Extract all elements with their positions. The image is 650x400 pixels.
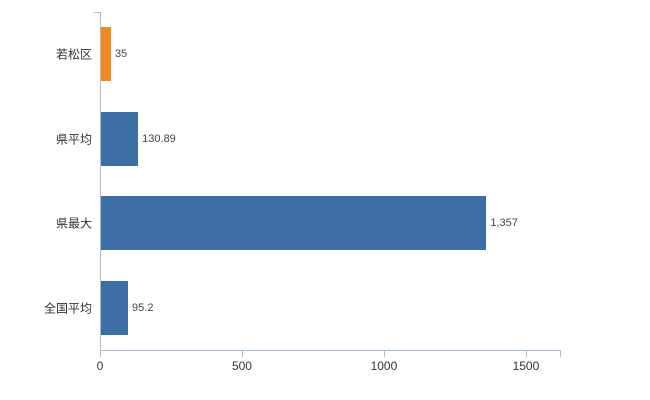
x-axis-tick-3 [383,351,385,357]
x-axis-end-tick [560,351,561,357]
x-tick-label-2: 500 [231,359,252,373]
category-label-3: 県最大 [55,216,92,231]
bar-1 [101,27,111,82]
x-axis-tick-4 [525,351,527,357]
plot-area [100,12,561,351]
x-tick-label-3: 1000 [370,359,398,373]
x-axis-tick-2 [241,351,243,357]
bar-3 [101,196,487,251]
value-label-3: 1,357 [490,217,518,230]
category-label-4: 全国平均 [43,301,92,316]
category-label-1: 若松区 [55,47,92,62]
y-axis-end-tick [94,12,100,13]
value-label-4: 95.2 [132,301,154,314]
bar-4 [101,280,129,335]
value-label-2: 130.89 [142,132,176,145]
value-label-1: 35 [114,48,128,61]
x-tick-label-1: 0 [96,359,104,373]
category-label-2: 県平均 [55,132,92,147]
bar-2 [101,111,139,166]
x-axis-tick-1 [100,351,101,357]
x-tick-label-4: 1500 [512,359,540,373]
